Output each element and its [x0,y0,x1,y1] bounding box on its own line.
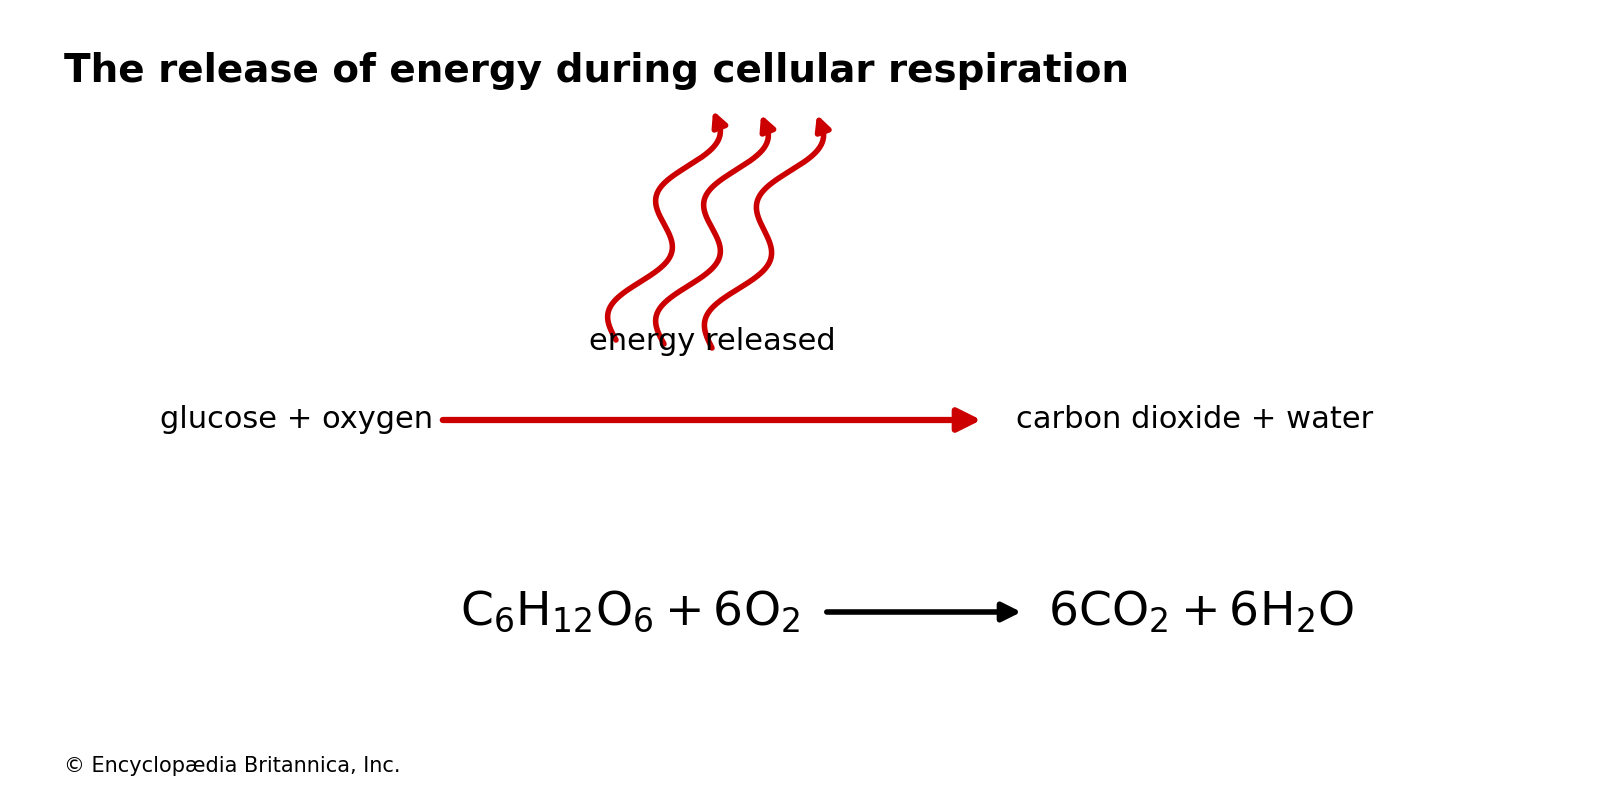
Text: The release of energy during cellular respiration: The release of energy during cellular re… [64,52,1130,90]
Text: $\mathregular{6CO_2 + 6H_2O}$: $\mathregular{6CO_2 + 6H_2O}$ [1048,589,1354,635]
Text: energy released: energy released [589,327,835,356]
Text: carbon dioxide + water: carbon dioxide + water [1016,406,1373,434]
Text: © Encyclopædia Britannica, Inc.: © Encyclopædia Britannica, Inc. [64,756,400,776]
Text: glucose + oxygen: glucose + oxygen [160,406,434,434]
Text: $\mathregular{C_6H_{12}O_6 + 6O_2}$: $\mathregular{C_6H_{12}O_6 + 6O_2}$ [459,589,800,635]
